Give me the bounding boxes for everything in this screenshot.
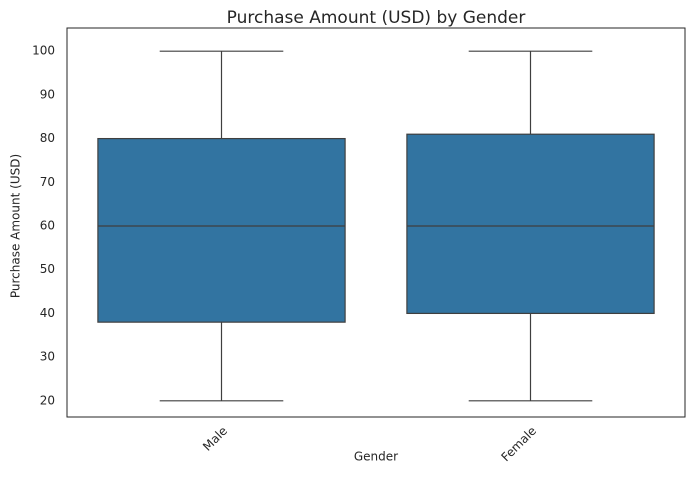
y-tick-label: 20: [40, 393, 55, 407]
chart-title: Purchase Amount (USD) by Gender: [227, 8, 526, 28]
y-tick-label: 80: [40, 131, 55, 145]
y-tick-label: 40: [40, 306, 55, 320]
x-axis-label: Gender: [354, 450, 398, 464]
plot-frame: [66, 27, 686, 418]
x-tick-label: Male: [200, 424, 230, 454]
y-tick-label: 60: [40, 218, 55, 232]
box: [406, 133, 655, 315]
y-tick-label: 30: [40, 350, 55, 364]
y-tick-label: 100: [32, 44, 55, 58]
y-tick-label: 90: [40, 87, 55, 101]
y-axis-label: Purchase Amount (USD): [9, 154, 23, 298]
x-tick-label: Female: [499, 424, 540, 465]
y-tick-label: 50: [40, 262, 55, 276]
box: [97, 137, 346, 323]
y-tick-label: 70: [40, 175, 55, 189]
